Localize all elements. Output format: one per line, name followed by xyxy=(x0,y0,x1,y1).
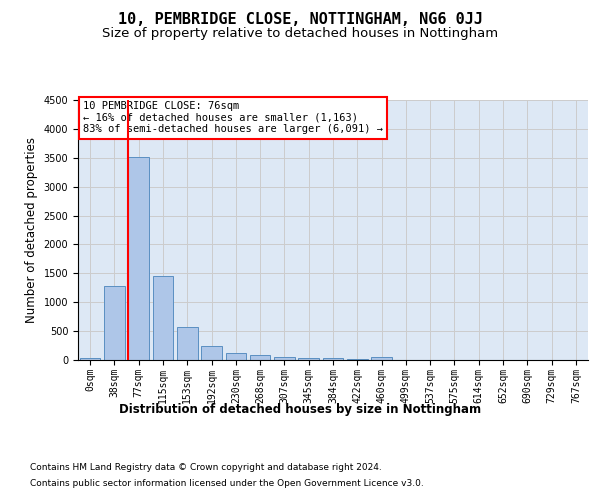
Text: Distribution of detached houses by size in Nottingham: Distribution of detached houses by size … xyxy=(119,402,481,415)
Bar xyxy=(226,354,246,360)
Bar xyxy=(298,358,319,360)
Bar xyxy=(201,346,222,360)
Bar xyxy=(80,358,100,360)
Text: Contains HM Land Registry data © Crown copyright and database right 2024.: Contains HM Land Registry data © Crown c… xyxy=(30,462,382,471)
Text: 10 PEMBRIDGE CLOSE: 76sqm
← 16% of detached houses are smaller (1,163)
83% of se: 10 PEMBRIDGE CLOSE: 76sqm ← 16% of detac… xyxy=(83,102,383,134)
Bar xyxy=(371,357,392,360)
Bar xyxy=(104,286,125,360)
Bar xyxy=(128,157,149,360)
Bar xyxy=(250,356,271,360)
Bar xyxy=(177,327,197,360)
Bar xyxy=(323,358,343,360)
Bar xyxy=(152,276,173,360)
Bar xyxy=(274,357,295,360)
Text: Size of property relative to detached houses in Nottingham: Size of property relative to detached ho… xyxy=(102,28,498,40)
Bar xyxy=(347,358,368,360)
Y-axis label: Number of detached properties: Number of detached properties xyxy=(25,137,38,323)
Text: Contains public sector information licensed under the Open Government Licence v3: Contains public sector information licen… xyxy=(30,479,424,488)
Text: 10, PEMBRIDGE CLOSE, NOTTINGHAM, NG6 0JJ: 10, PEMBRIDGE CLOSE, NOTTINGHAM, NG6 0JJ xyxy=(118,12,482,28)
